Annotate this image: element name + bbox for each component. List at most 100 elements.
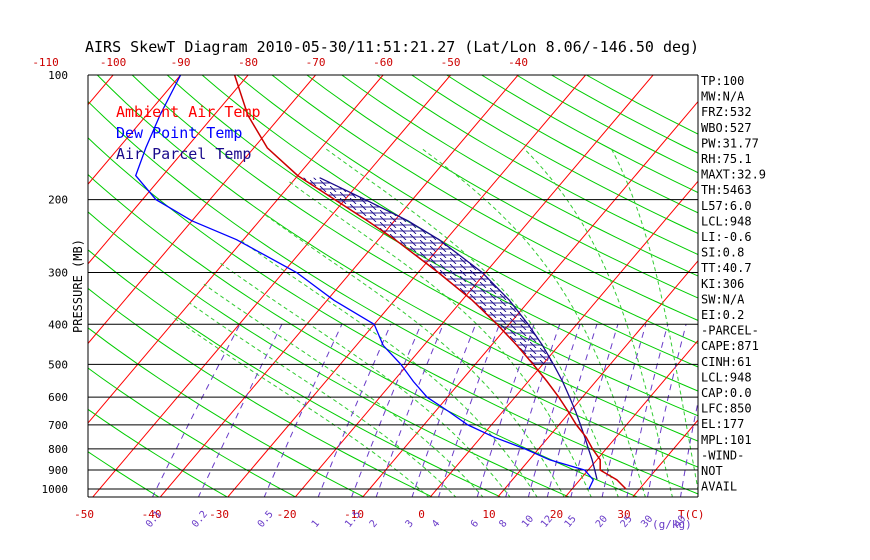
index-entry: MAXT:32.9 [701,168,766,182]
dry-adiabat [131,75,698,417]
dry-adiabat [341,75,698,277]
index-entry: LCL:948 [701,370,752,384]
isotherm [497,260,698,497]
dry-adiabat [88,367,297,497]
pressure-tick-label: 500 [48,358,68,371]
mixing-ratio-line [438,324,500,497]
dry-adiabat [201,75,698,368]
mixing-ratio-line [680,399,698,497]
isotherm [88,75,384,424]
dry-adiabat [376,75,698,256]
pressure-tick-label: 300 [48,267,68,280]
mixing-ratio-line [197,324,283,497]
mixing-ratio-label: 0.2 [190,509,210,530]
mixing-ratio-line [505,324,561,497]
pressure-tick-label: 1000 [42,483,69,496]
legend-entry: Dew Point Temp [116,124,242,142]
index-entry: LCL:948 [701,214,752,228]
isotherm [227,75,586,497]
pressure-tick-label: 200 [48,194,68,207]
parcel-temp-line [319,177,598,480]
index-entry: MPL:101 [701,433,752,447]
dry-adiabat [236,75,698,345]
moist-adiabat [324,147,619,497]
dry-adiabat [446,75,698,214]
isotherm [0,75,46,498]
mixing-ratio-label: 10 [520,514,536,530]
moist-adiabat [287,180,592,497]
pressure-tick-label: 800 [48,443,68,456]
isotherm [429,180,698,497]
index-entry: LFC:850 [701,402,752,416]
index-entry: RH:75.1 [701,152,752,166]
top-temp-tick-label: -70 [306,56,326,69]
index-entry: FRZ:532 [701,105,752,119]
pressure-tick-label: 100 [48,69,68,82]
index-entry: -PARCEL- [701,324,759,338]
moist-adiabat [420,147,646,497]
temp-axis-unit: T(C) [678,508,705,521]
dry-adiabat [271,75,698,322]
dry-adiabat [88,249,502,497]
mixing-ratio-unit: (g/kg) [652,518,692,531]
mixing-ratio-label: 4 [430,518,442,530]
isotherm [564,339,698,497]
top-temp-tick-label: -50 [441,56,461,69]
isotherm [88,75,114,106]
top-temp-tick-label: -90 [171,56,191,69]
index-entry: CINH:61 [701,355,752,369]
bottom-temp-tick-label: 10 [482,508,495,521]
moist-adiabat [172,316,430,497]
mixing-ratio-line [647,324,687,497]
dry-adiabat [166,75,698,392]
moist-adiabat [220,262,511,497]
isotherm [88,75,181,185]
bottom-temp-tick-label: -20 [277,508,297,521]
index-entry: CAPE:871 [701,339,759,353]
legend-entry: Ambient Air Temp [116,103,261,121]
moist-adiabat [189,302,457,497]
y-axis-label: PRESSURE (MB) [71,239,85,333]
pressure-tick-label: 400 [48,318,68,331]
moist-adiabat [610,147,698,493]
mixing-ratio-line [151,324,241,497]
bottom-temp-tick-label: -40 [142,508,162,521]
dry-adiabat [481,75,698,194]
legend-entry: Air Parcel Temp [116,145,251,163]
dry-adiabat [516,75,698,174]
moist-adiabat [203,283,484,497]
dry-adiabat [88,100,698,468]
frame [87,74,699,498]
isotherm [362,100,698,497]
mixing-ratio-label: 3 [404,518,416,530]
isotherm [88,75,316,345]
index-entry: PW:31.77 [701,136,759,150]
top-temp-tick-label: -110 [32,56,59,69]
top-temp-tick-label: -40 [508,56,528,69]
bottom-temp-tick-label: 0 [418,508,425,521]
mixing-ratio-label: 2 [368,518,380,530]
index-entry: KI:306 [701,277,744,291]
index-entry: LI:-0.6 [701,230,752,244]
mixing-ratio-label: 20 [594,514,610,530]
index-entry: TH:5463 [701,183,752,197]
mixing-ratio-label: 1 [310,518,322,530]
mixing-ratio-line [601,324,647,497]
dry-adiabat [88,173,639,497]
mixing-ratio-line [375,324,444,497]
moist-adiabat [261,212,565,497]
dry-adiabat [96,75,698,442]
dewpoint-temp-line [134,75,595,490]
mixing-ratio-line [476,324,535,497]
index-entry: TP:100 [701,74,744,88]
profile-series [134,75,627,490]
index-entry: WBO:527 [701,121,752,135]
bottom-temp-tick-label: 20 [550,508,563,521]
isotherm [632,419,698,497]
index-entry: TT:40.7 [701,261,752,275]
index-entry: EL:177 [701,417,744,431]
pressure-tick-label: 600 [48,391,68,404]
moist-adiabat [239,239,538,497]
pressure-tick-label: 900 [48,464,68,477]
